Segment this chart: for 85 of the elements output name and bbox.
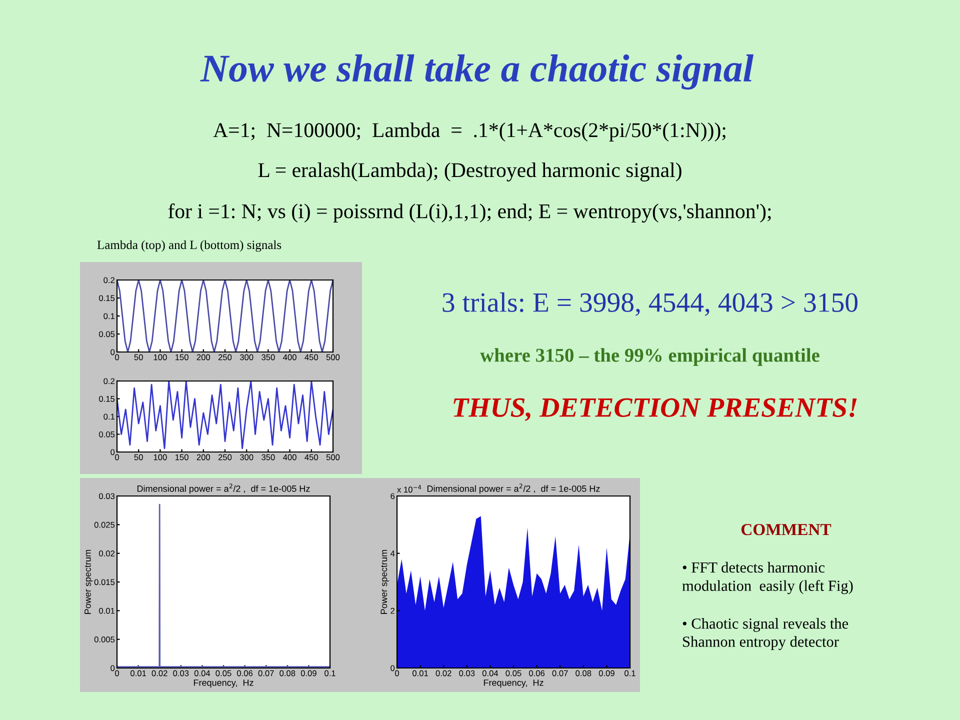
x-tick-label: 0 [115,454,119,460]
text: for i =1: N; vs (i) = poissrnd (L(i),1,1); end; E = wentropy(vs,'shannon'); [168,203,771,223]
text: 3 trials: E = 3998, 4544, 4043 > 3150 [442,292,858,316]
text: Now we shall take a chaotic signal [200,54,754,90]
y-tick-label: 0.015 [94,579,115,586]
x-tick-label: 0.1 [624,670,636,676]
x-tick-label: 150 [175,454,188,460]
x-tick-label: 0.03 [459,670,475,676]
x-tick-label: 0.06 [529,670,545,676]
text: • Chaotic signal reveals the Shannon entropy detector [682,618,848,650]
x-tick-label: 300 [240,454,254,460]
x-tick-label: 0.07 [258,670,274,676]
x-tick-label: 0.07 [552,670,568,676]
x-tick-label: 0.06 [237,670,253,676]
x-tick-label: 0.04 [194,670,210,676]
x-tick-label: 0.04 [482,670,498,676]
y-tick-label: 0 [390,665,395,672]
x-tick-label: 500 [326,354,340,360]
x-tick-label: 200 [196,454,210,460]
x-axis-title: Frequency, Hz [484,680,544,688]
x-tick-label: 0.09 [300,670,316,676]
x-tick-label: 0 [115,670,119,676]
x-tick-label: 100 [154,354,167,360]
text: THUS, DETECTION PRESENTS! [454,398,857,421]
y-tick-label: 0.1 [104,414,115,420]
x-tick-label: 450 [304,354,318,360]
x-tick-label: 400 [283,454,296,460]
y-tick-label: 4 [390,550,395,556]
text: A=1; N=100000; Lambda = .1*(1+A*cos(2*pi/50*(1:N))); [213,122,726,142]
text: where 3150 – the 99% empirical quantile [480,348,820,366]
y-tick-label: 2 [390,608,394,614]
x-tick-label: 0 [115,354,119,360]
x-tick-label: 350 [262,354,275,360]
line-series [117,280,333,352]
y-tick-label: 0.02 [99,550,114,556]
x-tick-label: 0.03 [173,670,189,676]
x-axis-title: Frequency, Hz [194,680,254,688]
x-tick-label: 350 [262,454,275,460]
x-tick-label: 450 [304,454,318,460]
x-tick-label: 0.02 [436,670,452,676]
x-tick-label: 400 [283,354,296,360]
y-tick-label: 0 [110,449,115,456]
x-tick-label: 50 [134,454,143,460]
y-tick-label: 0.05 [99,431,115,438]
y-tick-label: 0.025 [94,522,115,528]
x-tick-label: 50 [134,354,143,360]
y-axis-title: Power spectrum [84,550,93,614]
y-tick-label: 6 [390,493,395,500]
y-tick-label: 0.2 [104,378,114,384]
x-tick-label: 200 [196,354,210,360]
y-tick-label: 0.15 [99,396,115,402]
line-series [117,381,333,450]
y-tick-label: 0.03 [99,493,115,500]
x-tick-label: 0.08 [280,670,296,676]
x-tick-label: 500 [326,454,340,460]
y-tick-label: 0.01 [99,608,115,614]
text: COMMENT [741,524,832,536]
x-tick-label: 0.01 [412,670,428,676]
x-tick-label: 0.05 [506,670,522,676]
text: • FFT detects harmonic modulation easily (left Fig) [682,562,853,594]
y-tick-label: 0.2 [104,277,114,284]
y-tick-label: 0.15 [99,295,115,302]
x-tick-label: 250 [218,354,232,360]
x-tick-label: 0.01 [130,670,146,676]
y-tick-label: 0 [110,665,115,672]
x-tick-label: 300 [240,354,254,360]
x-tick-label: 0.08 [576,670,592,676]
text: Lambda (top) and L (bottom) signals [97,240,282,252]
x-tick-label: 0.05 [216,670,232,676]
text: x 10$^{−4}$ [397,485,422,493]
x-tick-label: 150 [175,354,188,360]
x-tick-label: 0.1 [324,670,336,676]
y-tick-label: 0.05 [99,331,115,338]
x-tick-label: 100 [154,454,167,460]
x-tick-label: 250 [218,454,232,460]
text: L = eralash(Lambda); (Destroyed harmonic signal) [258,162,682,182]
y-tick-label: 0.1 [104,313,115,320]
x-tick-label: 0.09 [598,670,614,676]
y-tick-label: 0.005 [94,636,115,642]
chart-title: Dimensional power = a$^{2}$/2 , df = 1e-005 Hz [137,484,310,494]
y-axis-title: Power spectrum [380,550,389,614]
x-tick-label: 0 [395,670,399,676]
x-tick-label: 0.02 [152,670,168,676]
y-tick-label: 0 [110,349,115,356]
chart-title: Dimensional power = a$^{2}$/2 , df = 1e-005 Hz [427,484,600,494]
